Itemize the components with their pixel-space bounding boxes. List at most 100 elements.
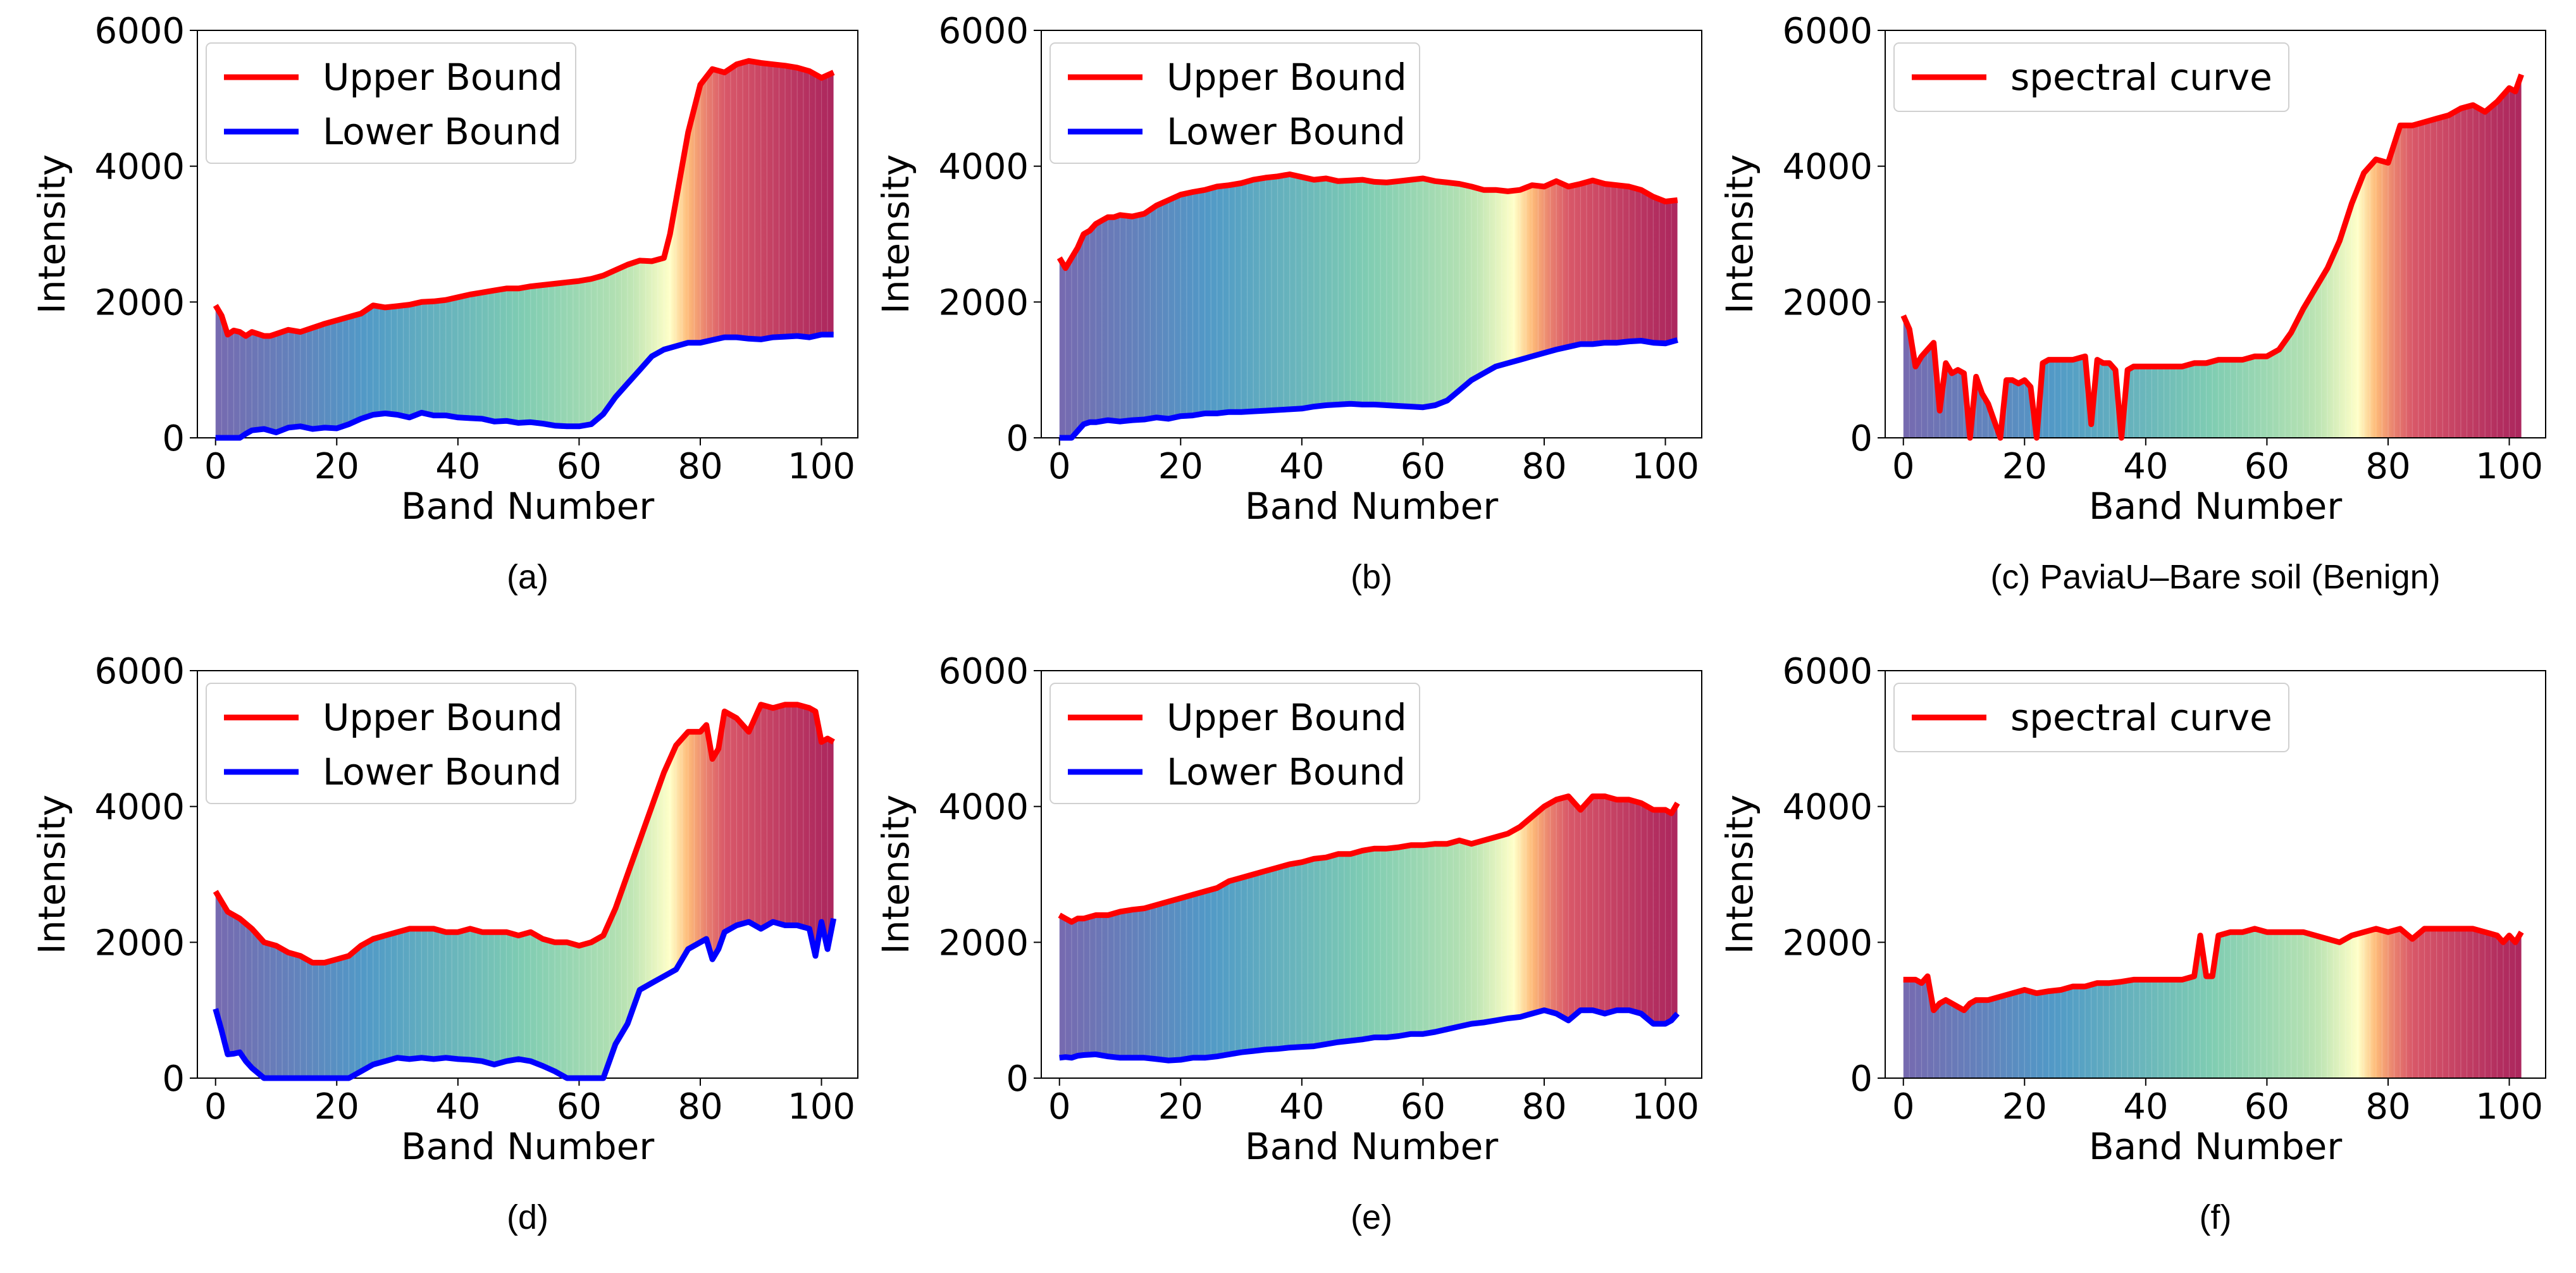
band-lines [1059,174,1678,438]
x-axis-label: Band Number [1245,485,1498,528]
legend-label: spectral curve [2010,696,2272,739]
y-tick-label: 4000 [1782,147,1873,188]
chart-1: 0 20 40 60 80 100 0 2000 4000 6000 Band Number Inte… [30,11,858,596]
band-lines [1903,74,2522,438]
plot-frame [1041,30,1702,438]
x-tick-label: 80 [678,446,722,487]
x-tick-label: 0 [204,446,227,487]
series-line [213,917,837,1081]
plot-frame [1885,30,2546,438]
band-lines [215,61,834,438]
x-tick-label: 0 [1048,446,1071,487]
spectral-fill-area [1903,74,2522,438]
y-tick-label: 6000 [94,11,185,52]
y-tick-label: 0 [1850,1059,1873,1100]
x-tick-label: 40 [2123,1086,2168,1127]
x-tick-label: 100 [788,446,855,487]
spectral-fill-area [215,704,834,1078]
y-axis-label: Intensity [1718,154,1761,314]
x-tick-label: 80 [678,1086,722,1127]
y-tick-label: 2000 [94,282,185,323]
band-lines [215,704,834,1078]
legend-label: Lower Bound [323,750,562,793]
x-tick-label: 80 [2365,446,2410,487]
x-tick-label: 60 [1401,1086,1446,1127]
chart-6: 0 20 40 60 80 100 0 2000 4000 6000 Band Number Inte… [1718,651,2546,1236]
x-tick-label: 0 [1892,1086,1915,1127]
legend-box [1893,683,2289,752]
x-tick-label: 100 [2475,446,2543,487]
x-tick-label: 60 [557,446,602,487]
y-tick-label: 2000 [938,282,1029,323]
spectral-fill-area [1903,928,2522,1078]
chart-5: 0 20 40 60 80 100 0 2000 4000 6000 Band Number Inte… [874,651,1702,1236]
x-tick-label: 0 [1048,1086,1071,1127]
x-axis-label: Band Number [2089,1125,2342,1168]
y-tick-label: 6000 [1782,11,1873,52]
series-line [1903,926,2524,1014]
subfigure-caption: (a) [507,558,548,596]
legend-label: Upper Bound [1167,56,1407,99]
x-tick-label: 40 [1279,446,1324,487]
x-tick-label: 80 [2365,1086,2410,1127]
x-axis-label: Band Number [2089,485,2342,528]
plot-frame [1041,670,1702,1079]
y-tick-label: 6000 [94,651,185,692]
x-tick-label: 20 [314,1086,359,1127]
plot-frame [197,670,858,1079]
band-lines [1059,796,1678,1061]
x-tick-label: 40 [435,446,480,487]
subfigure-caption: (f) [2200,1198,2232,1236]
y-tick-label: 0 [1006,418,1029,459]
y-axis-label: Intensity [30,795,73,954]
y-axis-label: Intensity [30,154,73,314]
y-tick-label: 4000 [1782,787,1873,828]
legend-label: spectral curve [2010,56,2272,99]
x-tick-label: 60 [557,1086,602,1127]
y-tick-label: 2000 [94,922,185,964]
legend-label: Lower Bound [323,110,562,153]
legend-label: Lower Bound [1167,110,1406,153]
y-axis-label: Intensity [1718,795,1761,954]
x-tick-label: 60 [2245,446,2289,487]
y-tick-label: 6000 [938,651,1029,692]
series-line [1900,73,2524,441]
spectral-fill-area [1059,796,1678,1061]
y-tick-label: 2000 [1782,922,1873,964]
x-axis-label: Band Number [1245,1125,1498,1168]
series-line [215,332,834,441]
legend-box [1893,42,2289,112]
legend-label: Upper Bound [323,696,563,739]
x-tick-label: 100 [788,1086,855,1127]
y-tick-label: 4000 [938,787,1029,828]
x-tick-label: 0 [204,1086,227,1127]
y-tick-label: 6000 [1782,651,1873,692]
y-tick-label: 0 [1850,418,1873,459]
series-line [1056,171,1678,271]
subfigure-caption: (b) [1351,558,1392,596]
y-tick-label: 4000 [94,787,185,828]
chart-3: 0 20 40 60 80 100 0 2000 4000 6000 Band Number Inte… [1718,11,2546,596]
x-tick-label: 20 [1158,1086,1203,1127]
x-tick-label: 100 [2475,1086,2543,1127]
y-tick-label: 0 [162,1059,185,1100]
series-line [1058,793,1680,925]
y-tick-label: 4000 [94,147,185,188]
x-tick-label: 100 [1632,446,1699,487]
x-tick-label: 80 [1521,1086,1566,1127]
legend-label: Upper Bound [323,56,563,99]
plot-frame [197,30,858,438]
series-line [1059,1007,1680,1064]
x-tick-label: 40 [435,1086,480,1127]
x-tick-label: 20 [2002,1086,2047,1127]
y-tick-label: 6000 [938,11,1029,52]
y-tick-label: 0 [1006,1059,1029,1100]
band-lines [1903,928,2522,1078]
x-tick-label: 0 [1892,446,1915,487]
x-tick-label: 20 [314,446,359,487]
plot-frame [1885,670,2546,1079]
x-tick-label: 40 [2123,446,2168,487]
series-line [213,702,835,966]
chart-2: 0 20 40 60 80 100 0 2000 4000 6000 Band Number Inte… [874,11,1702,596]
x-tick-label: 20 [2002,446,2047,487]
